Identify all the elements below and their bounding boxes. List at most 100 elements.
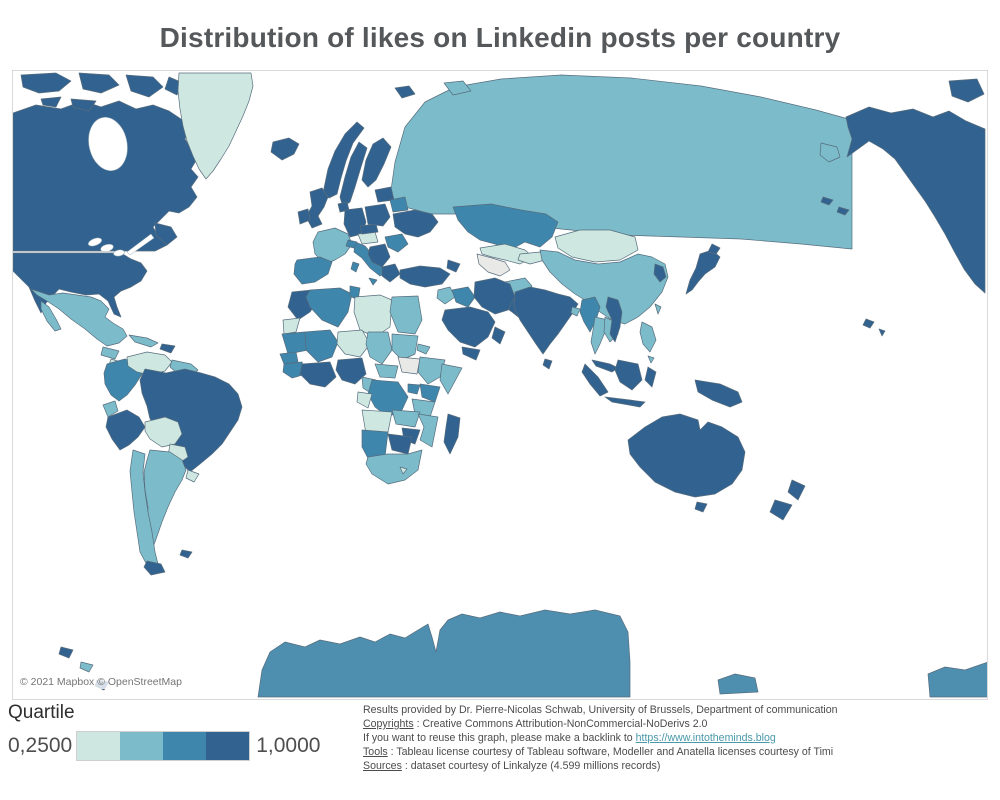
country-sri-lanka[interactable] bbox=[542, 358, 553, 370]
country-finland[interactable] bbox=[361, 137, 392, 188]
country-japan[interactable] bbox=[707, 243, 721, 255]
legend-color-ramp[interactable] bbox=[76, 731, 251, 761]
country-russia[interactable] bbox=[819, 142, 841, 163]
country-south-korea[interactable] bbox=[653, 263, 667, 283]
country-mozambique[interactable] bbox=[417, 413, 439, 448]
country-iceland[interactable] bbox=[270, 137, 300, 161]
country-canada[interactable] bbox=[125, 74, 164, 98]
country-levant[interactable] bbox=[436, 286, 456, 305]
country-australia[interactable] bbox=[694, 501, 708, 513]
country-south-georgia[interactable] bbox=[58, 646, 74, 659]
country-tierra-del-fuego[interactable] bbox=[143, 560, 166, 576]
country-south-sandwich[interactable] bbox=[79, 661, 94, 673]
country-svalbard[interactable] bbox=[394, 85, 416, 99]
country-sudan[interactable] bbox=[391, 333, 419, 361]
country-france[interactable] bbox=[312, 227, 353, 265]
country-antarctica[interactable] bbox=[717, 673, 759, 695]
country-madagascar[interactable] bbox=[443, 413, 461, 455]
country-austria-hungary[interactable] bbox=[357, 231, 379, 245]
country-lesotho[interactable] bbox=[399, 466, 408, 475]
country-canada[interactable] bbox=[40, 96, 62, 108]
country-ethiopia[interactable] bbox=[417, 356, 446, 385]
country-bangladesh[interactable] bbox=[570, 306, 581, 317]
country-italy[interactable] bbox=[350, 261, 360, 273]
country-uganda[interactable] bbox=[407, 383, 421, 395]
country-mauritania[interactable] bbox=[281, 331, 309, 355]
country-western-sahara[interactable] bbox=[282, 317, 301, 335]
country-philippines[interactable] bbox=[639, 321, 657, 353]
country-new-zealand[interactable] bbox=[769, 499, 793, 521]
country-oman[interactable] bbox=[491, 326, 506, 345]
country-italy[interactable] bbox=[368, 277, 378, 286]
country-norway[interactable] bbox=[322, 121, 365, 199]
country-kenya[interactable] bbox=[419, 383, 441, 403]
country-canada[interactable] bbox=[154, 222, 178, 246]
country-united-states[interactable] bbox=[836, 206, 850, 216]
country-gabon-congo[interactable] bbox=[356, 391, 373, 409]
country-belarus[interactable] bbox=[389, 196, 409, 213]
country-greece[interactable] bbox=[381, 263, 401, 283]
country-india[interactable] bbox=[513, 286, 579, 355]
country-china[interactable] bbox=[539, 249, 669, 325]
country-iran[interactable] bbox=[473, 277, 516, 315]
country-south-africa[interactable] bbox=[365, 449, 423, 485]
country-myanmar[interactable] bbox=[579, 296, 601, 333]
country-taiwan[interactable] bbox=[654, 303, 662, 315]
world-choropleth-map[interactable] bbox=[13, 71, 987, 699]
country-indonesia[interactable] bbox=[614, 359, 643, 391]
country-malaysia[interactable] bbox=[591, 359, 619, 373]
country-eritrea[interactable] bbox=[416, 343, 431, 355]
country-russia[interactable] bbox=[389, 74, 853, 250]
country-central-african-republic[interactable] bbox=[374, 363, 399, 379]
country-caucasus[interactable] bbox=[446, 259, 461, 273]
world-map-panel[interactable]: © 2021 Mapbox © OpenStreetMap bbox=[12, 70, 988, 700]
country-hispaniola[interactable] bbox=[159, 343, 176, 354]
legend-swatch-q1[interactable] bbox=[77, 732, 121, 760]
country-ukraine[interactable] bbox=[392, 209, 439, 238]
country-indonesia[interactable] bbox=[581, 363, 609, 397]
country-peru[interactable] bbox=[105, 409, 146, 451]
country-united-states[interactable] bbox=[820, 196, 834, 206]
country-united-states[interactable] bbox=[878, 328, 886, 337]
country-botswana[interactable] bbox=[387, 433, 413, 455]
country-uk[interactable] bbox=[305, 187, 329, 229]
country-kyrgyzstan[interactable] bbox=[517, 251, 546, 265]
country-united-states[interactable] bbox=[948, 78, 985, 103]
country-brazil[interactable] bbox=[139, 368, 243, 473]
intotheminds-link[interactable]: https://www.intotheminds.blog bbox=[635, 731, 776, 744]
legend-swatch-q4[interactable] bbox=[206, 732, 250, 760]
country-ivory-coast-ghana[interactable] bbox=[299, 361, 337, 388]
country-australia[interactable] bbox=[627, 413, 746, 498]
country-guatemala-honduras[interactable] bbox=[100, 346, 120, 360]
country-czech-slovakia[interactable] bbox=[359, 223, 379, 235]
country-iraq[interactable] bbox=[451, 286, 476, 308]
country-papua-new-guinea[interactable] bbox=[694, 379, 743, 408]
country-mexico[interactable] bbox=[40, 300, 62, 332]
mapbox-attribution[interactable]: © 2021 Mapbox © OpenStreetMap bbox=[15, 675, 187, 689]
country-canada[interactable] bbox=[70, 98, 97, 112]
country-niger[interactable] bbox=[336, 329, 371, 358]
country-romania[interactable] bbox=[384, 233, 409, 253]
legend-swatch-q3[interactable] bbox=[163, 732, 207, 760]
country-vietnam[interactable] bbox=[605, 296, 623, 343]
country-united-states[interactable] bbox=[845, 106, 986, 294]
country-zambia[interactable] bbox=[391, 409, 421, 428]
country-indonesia[interactable] bbox=[644, 366, 657, 388]
country-turkey[interactable] bbox=[399, 265, 451, 288]
country-argentina[interactable] bbox=[143, 449, 187, 555]
country-yemen[interactable] bbox=[461, 346, 481, 361]
country-antarctica[interactable] bbox=[257, 609, 631, 698]
country-canada[interactable] bbox=[78, 72, 120, 94]
country-bolivia[interactable] bbox=[144, 416, 183, 448]
country-switzerland[interactable] bbox=[345, 239, 358, 249]
country-poland[interactable] bbox=[364, 203, 391, 227]
country-nigeria[interactable] bbox=[335, 357, 367, 385]
country-japan[interactable] bbox=[685, 249, 721, 295]
country-senegal[interactable] bbox=[279, 351, 299, 365]
country-venezuela[interactable] bbox=[126, 351, 173, 376]
country-saudi-arabia[interactable] bbox=[441, 306, 496, 348]
country-united-states[interactable] bbox=[862, 318, 875, 329]
country-philippines[interactable] bbox=[647, 355, 655, 364]
country-mexico[interactable] bbox=[30, 288, 128, 347]
country-south-sudan[interactable] bbox=[397, 356, 421, 375]
